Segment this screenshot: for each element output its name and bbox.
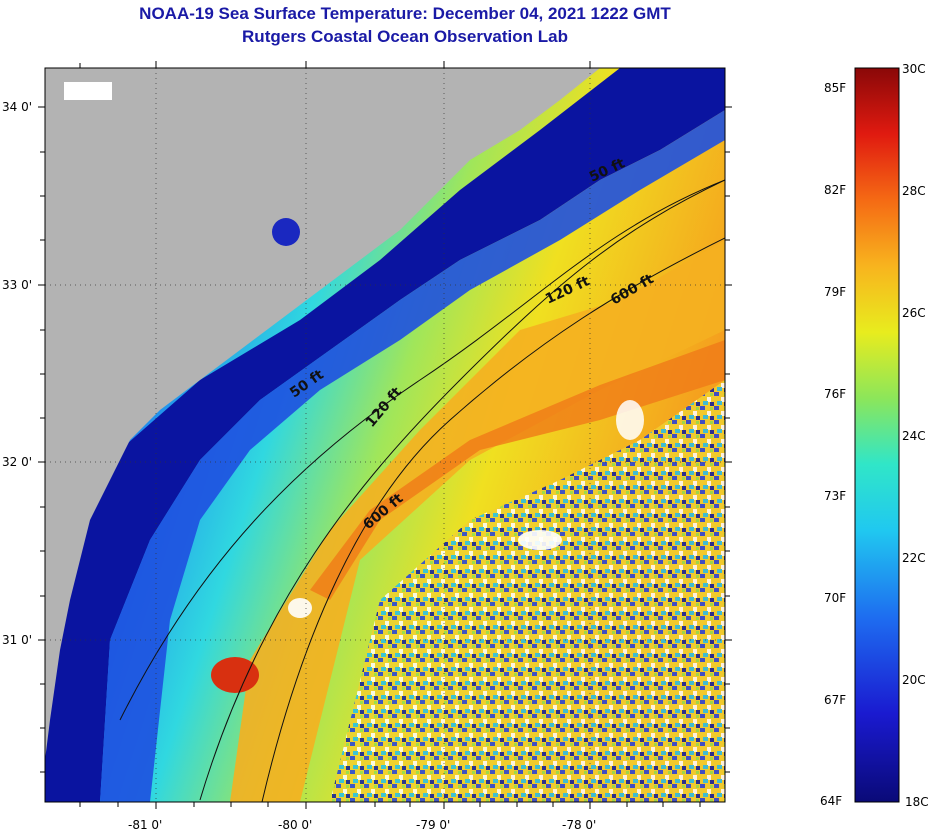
y-tick-label: 31 0' xyxy=(2,633,32,647)
colorbar-f-label: 64F xyxy=(820,794,843,808)
colorbar-c-label: 18C xyxy=(905,795,929,809)
y-tick-label: 32 0' xyxy=(2,455,32,469)
colorbar-f-label: 85F xyxy=(824,81,847,95)
map-ticks xyxy=(38,61,732,809)
map-frame xyxy=(44,67,726,803)
colorbar xyxy=(854,67,900,803)
colorbar-c-label: 22C xyxy=(902,551,926,565)
colorbar-f-label: 67F xyxy=(824,693,847,707)
colorbar-c-label: 20C xyxy=(902,673,926,687)
colorbar-c-label: 24C xyxy=(902,429,926,443)
x-tick-label: -79 0' xyxy=(416,818,450,832)
colorbar-f-label: 70F xyxy=(824,591,847,605)
figure-title: NOAA-19 Sea Surface Temperature: Decembe… xyxy=(139,4,671,23)
sst-field xyxy=(45,68,725,802)
colorbar-f-label: 82F xyxy=(824,183,847,197)
y-tick-label: 34 0' xyxy=(2,100,32,114)
land-mass xyxy=(45,68,600,760)
y-tick-label: 33 0' xyxy=(2,278,32,292)
colorbar-c-label: 28C xyxy=(902,184,926,198)
x-tick-label: -81 0' xyxy=(128,818,162,832)
x-axis-labels: -81 0' -80 0' -79 0' -78 0' xyxy=(128,818,596,832)
colorbar-f-label: 76F xyxy=(824,387,847,401)
colorbar-c-label: 30C xyxy=(902,62,926,76)
x-tick-label: -78 0' xyxy=(562,818,596,832)
colorbar-f-label: 79F xyxy=(824,285,847,299)
figure-subtitle: Rutgers Coastal Ocean Observation Lab xyxy=(242,27,568,46)
colorbar-c-label: 26C xyxy=(902,306,926,320)
colorbar-f-label: 73F xyxy=(824,489,847,503)
x-tick-label: -80 0' xyxy=(278,818,312,832)
y-axis-labels: 34 0' 33 0' 32 0' 31 0' xyxy=(2,100,32,647)
